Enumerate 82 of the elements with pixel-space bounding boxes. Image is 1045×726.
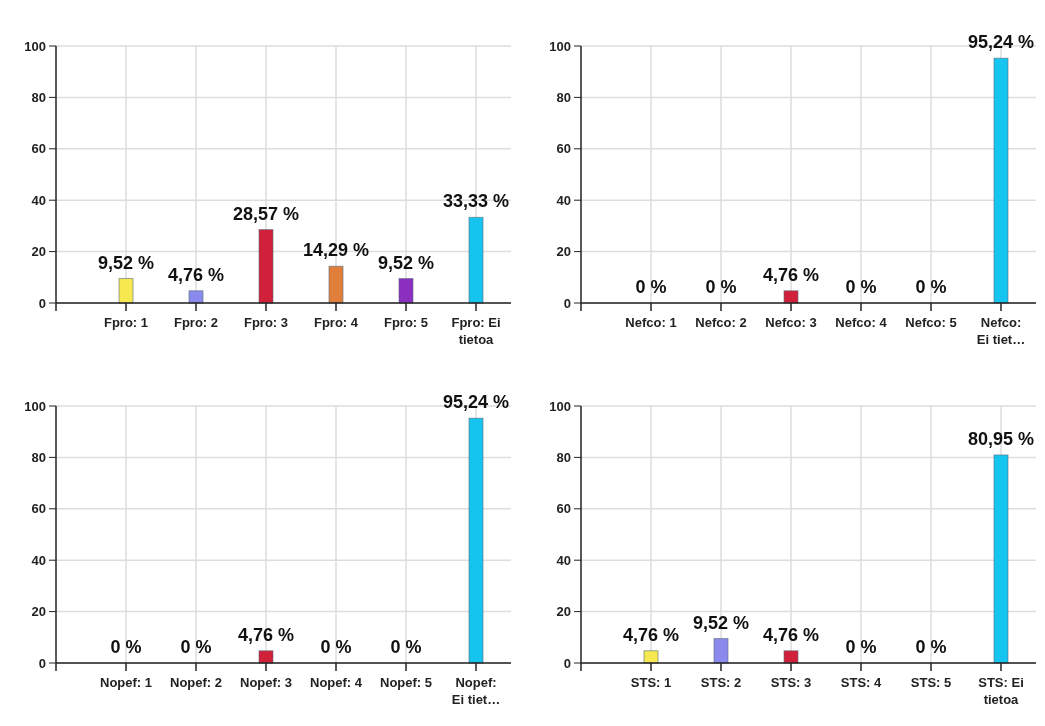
data-label: 0 % [845, 277, 877, 297]
data-label: 95,24 % [967, 32, 1035, 53]
data-label: 0 % [705, 277, 737, 297]
y-tick-label: 80 [556, 89, 571, 105]
data-label: 0 % [635, 277, 667, 297]
data-label: 0 % [915, 637, 947, 657]
y-tick-label: 100 [549, 398, 571, 414]
data-label: 0 % [320, 637, 352, 657]
x-tick-label: Nefco: 5 [905, 315, 957, 330]
bar [118, 278, 134, 304]
x-tick-label: Fpro: 3 [243, 315, 289, 330]
y-tick-label: 40 [556, 192, 571, 208]
y-tick-label: 20 [31, 604, 46, 620]
y-tick-label: 0 [38, 295, 46, 311]
x-tick-label: STS: 1 [630, 675, 672, 690]
x-tick-label: Nefco: 2 [695, 315, 747, 330]
data-label: 0 % [915, 277, 947, 297]
data-label: 4,76 % [762, 264, 820, 285]
x-tick-label: STS: 3 [770, 675, 812, 690]
bar [328, 265, 344, 304]
x-tick-label: Nopef: 4 [310, 675, 363, 690]
x-tick-label: Fpro: 1 [103, 315, 149, 330]
x-tick-label: Nopef: 3 [240, 675, 292, 690]
data-label: 33,33 % [442, 191, 510, 212]
bar [783, 650, 799, 664]
y-tick-label: 0 [563, 655, 571, 671]
x-tick-label: Fpro: Ei tietoa [451, 315, 501, 347]
x-tick-label: Nopef: Ei tiet… [451, 675, 501, 707]
data-label: 0 % [110, 637, 142, 657]
y-tick-label: 0 [563, 295, 571, 311]
bar [188, 290, 204, 304]
bar [468, 216, 484, 304]
data-label: 80,95 % [967, 428, 1035, 449]
bar [398, 278, 414, 304]
bar [993, 454, 1009, 664]
bar [258, 229, 274, 304]
x-tick-label: Nopef: 1 [100, 675, 152, 690]
data-label: 0 % [390, 637, 422, 657]
x-tick-label: Nopef: 5 [380, 675, 432, 690]
y-tick-label: 40 [31, 192, 46, 208]
x-tick-label: STS: 5 [910, 675, 952, 690]
x-tick-label: Nefco: 4 [835, 315, 888, 330]
data-label: 95,24 % [442, 392, 510, 413]
data-label: 9,52 % [692, 612, 750, 633]
x-tick-label: Nefco: Ei tiet… [976, 315, 1026, 347]
y-tick-label: 60 [556, 141, 571, 157]
y-tick-label: 100 [24, 38, 46, 54]
data-label: 0 % [180, 637, 212, 657]
y-tick-label: 60 [31, 501, 46, 517]
y-tick-label: 100 [549, 38, 571, 54]
data-label: 0 % [845, 637, 877, 657]
x-tick-label: Fpro: 4 [313, 315, 359, 330]
x-tick-label: Nopef: 2 [170, 675, 222, 690]
data-label: 4,76 % [167, 264, 225, 285]
y-tick-label: 60 [31, 141, 46, 157]
x-tick-label: STS: Ei tietoa [978, 675, 1024, 707]
y-tick-label: 80 [31, 449, 46, 465]
data-label: 14,29 % [302, 240, 370, 261]
y-tick-label: 60 [556, 501, 571, 517]
x-tick-label: Fpro: 5 [383, 315, 429, 330]
bar [713, 638, 729, 664]
data-label: 4,76 % [622, 624, 680, 645]
y-tick-label: 80 [31, 89, 46, 105]
data-label: 28,57 % [232, 203, 300, 224]
data-label: 9,52 % [97, 252, 155, 273]
data-label: 4,76 % [762, 624, 820, 645]
y-tick-label: 80 [556, 449, 571, 465]
x-tick-label: STS: 4 [840, 675, 882, 690]
y-tick-label: 20 [556, 244, 571, 260]
data-label: 9,52 % [377, 252, 435, 273]
x-tick-label: Nefco: 1 [625, 315, 677, 330]
data-label: 4,76 % [237, 624, 295, 645]
x-tick-label: Fpro: 2 [173, 315, 219, 330]
y-tick-label: 40 [556, 552, 571, 568]
y-tick-label: 0 [38, 655, 46, 671]
bar [643, 650, 659, 664]
x-tick-label: STS: 2 [700, 675, 742, 690]
y-tick-label: 20 [556, 604, 571, 620]
y-tick-label: 100 [24, 398, 46, 414]
y-tick-label: 40 [31, 552, 46, 568]
x-tick-label: Nefco: 3 [765, 315, 817, 330]
y-tick-label: 20 [31, 244, 46, 260]
